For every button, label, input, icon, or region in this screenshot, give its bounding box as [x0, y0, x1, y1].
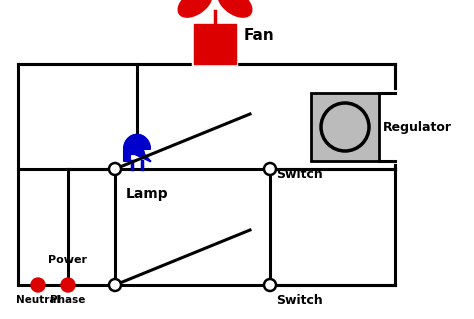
Text: Power: Power [48, 255, 87, 265]
Circle shape [321, 103, 369, 151]
Polygon shape [124, 135, 150, 161]
Circle shape [264, 279, 276, 291]
Text: Phase: Phase [50, 295, 86, 305]
Text: Switch: Switch [276, 167, 323, 181]
Text: Neutral: Neutral [16, 295, 60, 305]
Bar [194, 24, 236, 64]
Circle shape [264, 163, 276, 175]
Circle shape [109, 279, 121, 291]
Text: Regulator: Regulator [383, 121, 452, 133]
Text: Fan: Fan [244, 28, 275, 43]
Ellipse shape [178, 0, 212, 17]
Ellipse shape [218, 0, 252, 17]
Circle shape [61, 278, 75, 292]
Circle shape [109, 163, 121, 175]
Circle shape [31, 278, 45, 292]
Text: Switch: Switch [276, 293, 323, 307]
Text: Lamp: Lamp [126, 187, 168, 201]
Bar [311, 93, 379, 161]
